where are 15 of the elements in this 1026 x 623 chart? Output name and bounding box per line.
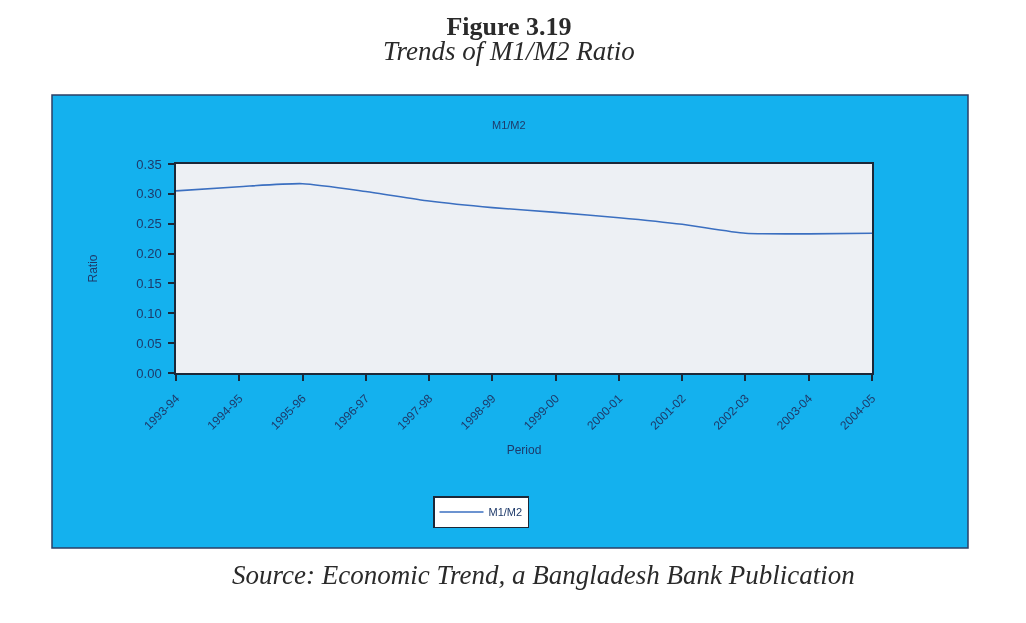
legend-label: M1/M2 — [488, 506, 523, 519]
y-tick-label: 0.15 — [136, 275, 162, 291]
chart-title: Figure 3.19 — [446, 12, 572, 42]
source-note: Source: Economic Trend, a Bangladesh Bank Publication — [232, 560, 855, 590]
y-tick-label: 0.35 — [136, 156, 162, 172]
text: M1/M2 — [492, 119, 526, 131]
y-tick-label: 0.20 — [136, 246, 162, 262]
y-tick-label: 0.25 — [136, 216, 162, 232]
y-tick-label: 0.00 — [136, 365, 162, 381]
y-tick-label: 0.10 — [136, 305, 162, 321]
y-tick-label: 0.05 — [136, 335, 162, 351]
line-series — [176, 182, 872, 235]
y-tick-label: 0.30 — [136, 186, 162, 202]
x-axis-title: Period — [506, 443, 542, 458]
y-axis-title: Ratio — [86, 254, 101, 283]
